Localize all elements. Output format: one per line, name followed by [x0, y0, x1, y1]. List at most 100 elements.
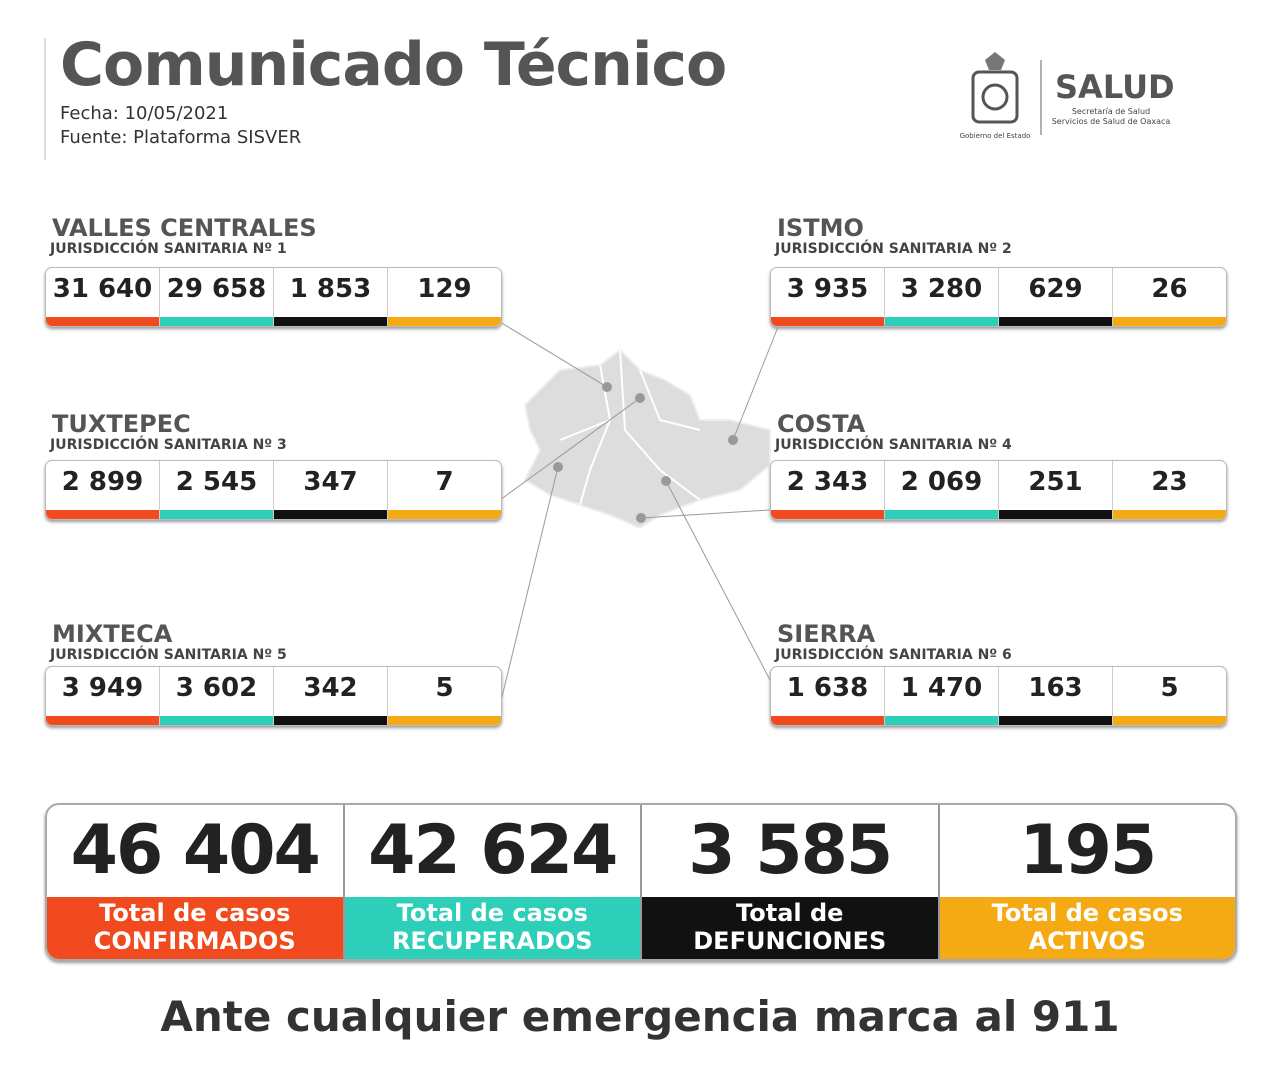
region-cell: 1 853 — [274, 268, 388, 326]
region-cell: 129 — [388, 268, 501, 326]
region-value: 251 — [1028, 467, 1083, 497]
region-name: COSTA — [777, 410, 866, 438]
title: Comunicado Técnico — [60, 30, 727, 100]
color-bar — [46, 317, 159, 326]
color-bar — [885, 716, 998, 725]
region-jurisdiction: JURISDICCIÓN SANITARIA Nº 3 — [50, 437, 287, 453]
region-cell: 163 — [999, 667, 1113, 725]
region-cell: 3 602 — [160, 667, 274, 725]
region-cell: 5 — [1113, 667, 1226, 725]
color-bar — [771, 510, 884, 519]
region-value: 5 — [1160, 673, 1179, 703]
region-value: 3 935 — [786, 274, 869, 304]
region-box: 3 949 3 602 342 5 — [45, 666, 502, 726]
color-bar — [885, 510, 998, 519]
region-value: 163 — [1028, 673, 1083, 703]
color-bar — [388, 716, 501, 725]
total-cell: 195 Total de casos ACTIVOS — [939, 805, 1235, 959]
region-jurisdiction: JURISDICCIÓN SANITARIA Nº 1 — [50, 241, 287, 257]
region-jurisdiction: JURISDICCIÓN SANITARIA Nº 6 — [775, 647, 1012, 663]
region-cell: 2 343 — [771, 461, 885, 519]
color-bar — [160, 510, 273, 519]
region-cell: 26 — [1113, 268, 1226, 326]
region-value: 29 658 — [166, 274, 267, 304]
source: Fuente: Plataforma SISVER — [60, 127, 302, 148]
region-value: 31 640 — [52, 274, 153, 304]
region-cell: 3 935 — [771, 268, 885, 326]
color-bar — [46, 510, 159, 519]
color-bar — [1113, 317, 1226, 326]
region-cell: 347 — [274, 461, 388, 519]
logo-government: Gobierno del Estado — [960, 132, 1031, 140]
logo-line1: Secretaría de Salud — [1072, 107, 1150, 116]
region-value: 7 — [435, 467, 454, 497]
region-value: 1 853 — [289, 274, 372, 304]
total-value: 46 404 — [70, 811, 321, 890]
region-name: MIXTECA — [52, 620, 173, 648]
region-cell: 3 280 — [885, 268, 999, 326]
region-cell: 1 470 — [885, 667, 999, 725]
region-value: 347 — [303, 467, 358, 497]
total-label: Total de DEFUNCIONES — [642, 897, 938, 959]
total-cell: 42 624 Total de casos RECUPERADOS — [344, 805, 642, 959]
divider — [44, 38, 46, 160]
region-cell: 5 — [388, 667, 501, 725]
color-bar — [160, 317, 273, 326]
region-value: 1 638 — [786, 673, 869, 703]
logo-brand: SALUD — [1055, 68, 1175, 106]
total-value: 195 — [1019, 811, 1157, 890]
region-box: 2 343 2 069 251 23 — [770, 460, 1227, 520]
color-bar — [46, 716, 159, 725]
region-value: 26 — [1151, 274, 1188, 304]
total-label-line1: Total de — [736, 899, 844, 927]
region-value: 2 545 — [175, 467, 258, 497]
region-cell: 2 545 — [160, 461, 274, 519]
region-cell: 1 638 — [771, 667, 885, 725]
region-value: 2 899 — [61, 467, 144, 497]
total-label: Total de casos ACTIVOS — [939, 897, 1235, 959]
region-value: 2 343 — [786, 467, 869, 497]
color-bar — [771, 716, 884, 725]
date: Fecha: 10/05/2021 — [60, 103, 229, 124]
color-bar — [771, 317, 884, 326]
region-box: 1 638 1 470 163 5 — [770, 666, 1227, 726]
region-value: 129 — [417, 274, 472, 304]
region-cell: 23 — [1113, 461, 1226, 519]
region-cell: 342 — [274, 667, 388, 725]
region-box: 31 640 29 658 1 853 129 — [45, 267, 502, 327]
region-jurisdiction: JURISDICCIÓN SANITARIA Nº 5 — [50, 647, 287, 663]
total-cell: 46 404 Total de casos CONFIRMADOS — [47, 805, 345, 959]
region-cell: 29 658 — [160, 268, 274, 326]
region-cell: 251 — [999, 461, 1113, 519]
region-cell: 7 — [388, 461, 501, 519]
logo: Gobierno del Estado SALUD Secretaría de … — [960, 52, 1175, 140]
region-value: 23 — [1151, 467, 1188, 497]
region-value: 342 — [303, 673, 358, 703]
total-label-line2: ACTIVOS — [1028, 927, 1146, 955]
color-bar — [1113, 716, 1226, 725]
color-bar — [274, 716, 387, 725]
total-label: Total de casos RECUPERADOS — [344, 897, 640, 959]
footer: Ante cualquier emergencia marca al 911 — [160, 992, 1120, 1041]
region-name: SIERRA — [777, 620, 876, 648]
total-value: 42 624 — [368, 811, 618, 890]
color-bar — [388, 317, 501, 326]
total-value: 3 585 — [688, 811, 893, 890]
color-bar — [999, 510, 1112, 519]
total-label-line2: CONFIRMADOS — [93, 927, 296, 955]
region-cell: 3 949 — [46, 667, 160, 725]
region-name: VALLES CENTRALES — [52, 214, 317, 242]
color-bar — [885, 317, 998, 326]
total-cell: 3 585 Total de DEFUNCIONES — [642, 805, 940, 959]
total-label-line2: RECUPERADOS — [391, 927, 593, 955]
total-label-line2: DEFUNCIONES — [693, 927, 887, 955]
totals: 46 404 Total de casos CONFIRMADOS 42 624 Tot… — [45, 803, 1237, 961]
region-value: 3 949 — [61, 673, 144, 703]
region-value: 2 069 — [900, 467, 983, 497]
color-bar — [160, 716, 273, 725]
total-label-line1: Total de casos — [396, 899, 588, 927]
total-label-line1: Total de casos — [991, 899, 1183, 927]
region-value: 1 470 — [900, 673, 983, 703]
region-value: 629 — [1028, 274, 1083, 304]
